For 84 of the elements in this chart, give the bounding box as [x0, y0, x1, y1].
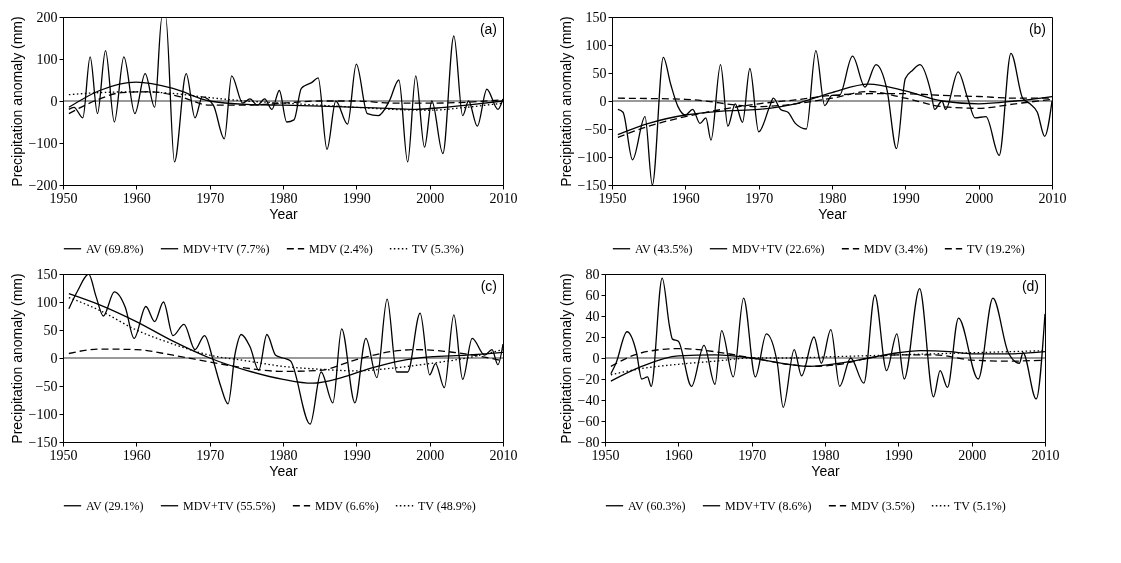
- x-tick-label: 1960: [122, 190, 151, 206]
- x-tick-label: 1980: [269, 190, 298, 206]
- x-axis-title: Year: [811, 462, 840, 479]
- legend-label: MDV (6.6%): [315, 498, 379, 513]
- x-tick-label: 2000: [965, 190, 994, 206]
- legend-label: TV (5.1%): [954, 498, 1006, 513]
- y-axis-title: Precipitation anomaly (mm): [8, 273, 25, 444]
- y-tick-label: 0: [599, 93, 607, 109]
- x-axis-title: Year: [269, 462, 298, 479]
- legend-label: MDV (3.5%): [851, 498, 915, 513]
- y-tick-label: 0: [50, 350, 58, 366]
- legend-label: MDV+TV (22.6%): [732, 241, 825, 256]
- y-tick-label: 200: [36, 9, 58, 25]
- x-tick-label: 1990: [884, 447, 913, 463]
- x-axis-title: Year: [269, 205, 298, 222]
- legend-label: AV (60.3%): [628, 498, 686, 513]
- y-axis-title: Precipitation anomaly (mm): [8, 16, 25, 187]
- y-tick-label: −100: [28, 135, 58, 151]
- y-tick-label: 150: [36, 266, 58, 282]
- legend-label: TV (19.2%): [967, 241, 1025, 256]
- annotation: (c): [480, 278, 497, 294]
- x-tick-label: 2010: [1031, 447, 1060, 463]
- x-tick-label: 2000: [416, 190, 445, 206]
- y-tick-label: 50: [43, 322, 58, 338]
- legend-label: MDV+TV (55.5%): [183, 498, 276, 513]
- y-tick-label: 60: [585, 287, 600, 303]
- y-tick-label: −80: [577, 434, 600, 450]
- x-tick-label: 1980: [818, 190, 847, 206]
- y-tick-label: 40: [585, 308, 600, 324]
- x-tick-label: 1980: [811, 447, 840, 463]
- legend-label: TV (5.3%): [412, 241, 464, 256]
- y-tick-label: 20: [585, 329, 600, 345]
- y-tick-label: 150: [585, 9, 607, 25]
- legend-label: MDV+TV (7.7%): [183, 241, 270, 256]
- annotation: (d): [1021, 278, 1039, 294]
- x-tick-label: 1990: [342, 190, 371, 206]
- legend-label: MDV+TV (8.6%): [725, 498, 812, 513]
- x-tick-label: 1990: [342, 447, 371, 463]
- x-axis-title: Year: [818, 205, 847, 222]
- y-tick-label: −100: [28, 406, 58, 422]
- x-tick-label: 1950: [49, 447, 78, 463]
- x-tick-label: 1960: [122, 447, 151, 463]
- y-tick-label: −50: [584, 121, 607, 137]
- y-tick-label: 80: [585, 266, 600, 282]
- annotation: (b): [1028, 21, 1046, 37]
- y-tick-label: 50: [592, 65, 607, 81]
- y-tick-label: 100: [36, 51, 58, 67]
- y-axis-title: Precipitation anomaly (mm): [557, 273, 574, 444]
- x-tick-label: 1960: [664, 447, 693, 463]
- y-tick-label: 100: [36, 294, 58, 310]
- legend-label: TV (48.9%): [418, 498, 476, 513]
- y-tick-label: −50: [35, 378, 58, 394]
- y-tick-label: −100: [577, 149, 607, 165]
- x-tick-label: 1980: [269, 447, 298, 463]
- y-tick-label: 0: [592, 350, 600, 366]
- x-tick-label: 2000: [958, 447, 987, 463]
- x-tick-label: 2010: [1038, 190, 1067, 206]
- y-axis-title: Precipitation anomaly (mm): [557, 16, 574, 187]
- legend-label: AV (43.5%): [635, 241, 693, 256]
- legend-label: MDV (3.4%): [864, 241, 928, 256]
- x-tick-label: 1990: [891, 190, 920, 206]
- x-tick-label: 1970: [745, 190, 774, 206]
- x-tick-label: 1950: [591, 447, 620, 463]
- x-tick-label: 1970: [738, 447, 767, 463]
- x-tick-label: 1950: [49, 190, 78, 206]
- x-tick-label: 2010: [489, 190, 518, 206]
- y-tick-label: −150: [28, 434, 58, 450]
- legend-label: MDV (2.4%): [309, 241, 373, 256]
- y-tick-label: −60: [577, 413, 600, 429]
- y-tick-label: −40: [577, 392, 600, 408]
- y-tick-label: −20: [577, 371, 600, 387]
- legend-label: AV (29.1%): [86, 498, 144, 513]
- y-tick-label: 0: [50, 93, 58, 109]
- y-tick-label: −150: [577, 177, 607, 193]
- x-tick-label: 2000: [416, 447, 445, 463]
- y-tick-label: 100: [585, 37, 607, 53]
- x-tick-label: 1970: [196, 190, 225, 206]
- x-tick-label: 1950: [598, 190, 627, 206]
- x-tick-label: 2010: [489, 447, 518, 463]
- annotation: (a): [479, 21, 497, 37]
- y-tick-label: −200: [28, 177, 58, 193]
- x-tick-label: 1970: [196, 447, 225, 463]
- x-tick-label: 1960: [671, 190, 700, 206]
- legend-label: AV (69.8%): [86, 241, 144, 256]
